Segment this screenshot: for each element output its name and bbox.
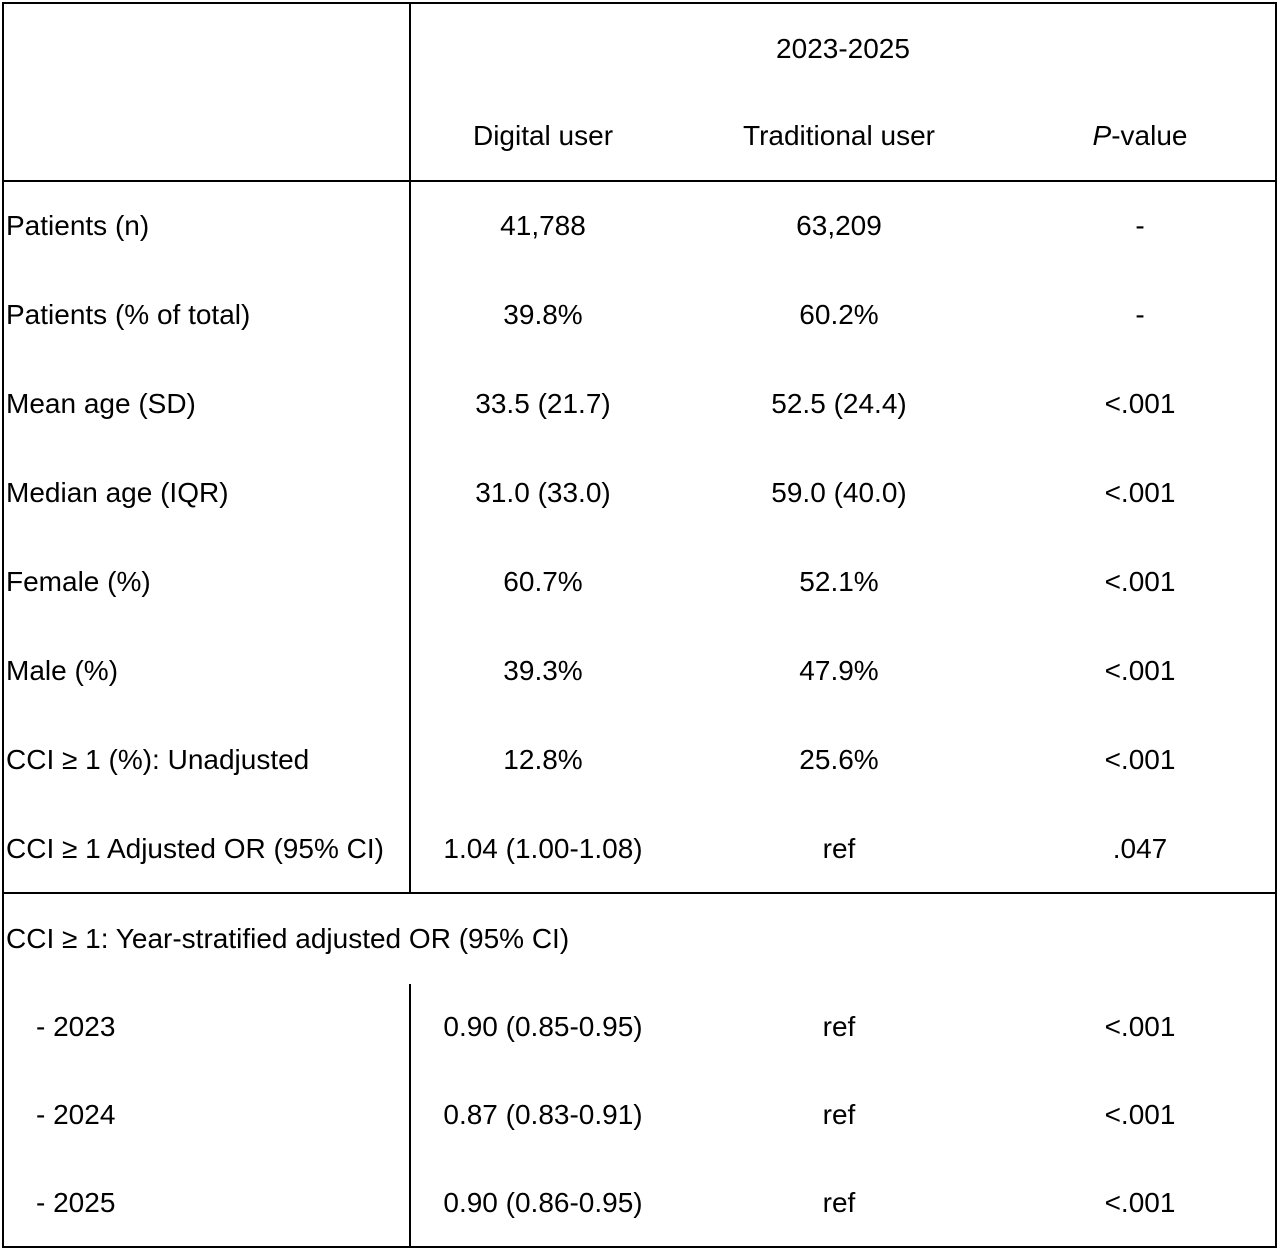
traditional-value: ref xyxy=(822,833,856,864)
period-header: 2023-2025 xyxy=(776,33,910,64)
row-label: Patients (% of total) xyxy=(6,299,251,330)
traditional-value: 25.6% xyxy=(799,744,879,775)
digital-value: 0.90 (0.85-0.95) xyxy=(443,1011,643,1042)
p-value: <.001 xyxy=(1104,744,1176,775)
label-column-divider-top xyxy=(409,4,411,892)
header-divider xyxy=(4,180,1275,182)
traditional-value: 52.1% xyxy=(799,566,879,597)
section-divider xyxy=(4,892,1275,894)
p-value: - xyxy=(1135,299,1145,330)
row-label: Mean age (SD) xyxy=(6,388,196,419)
digital-value: 60.7% xyxy=(503,566,583,597)
p-italic: P xyxy=(1092,120,1112,151)
p-value: <.001 xyxy=(1104,1011,1176,1042)
digital-value: 0.87 (0.83-0.91) xyxy=(443,1099,643,1130)
p-value: - xyxy=(1135,210,1145,241)
row-label: Female (%) xyxy=(6,566,151,597)
column-header-p-value: P-value xyxy=(1093,119,1188,153)
row-label: - 2023 xyxy=(36,1011,116,1042)
row-label: Patients (n) xyxy=(6,210,150,241)
traditional-value: ref xyxy=(822,1011,856,1042)
traditional-value: 47.9% xyxy=(799,655,879,686)
digital-value: 1.04 (1.00-1.08) xyxy=(443,833,643,864)
stratified-section-title: CCI ≥ 1: Year-stratified adjusted OR (95… xyxy=(6,923,570,954)
digital-value: 31.0 (33.0) xyxy=(475,477,611,508)
p-value: .047 xyxy=(1112,833,1168,864)
traditional-value: ref xyxy=(822,1099,856,1130)
p-value: <.001 xyxy=(1104,1099,1176,1130)
digital-value: 39.8% xyxy=(503,299,583,330)
row-label: CCI ≥ 1 Adjusted OR (95% CI) xyxy=(6,833,384,864)
p-value: <.001 xyxy=(1104,388,1176,419)
column-header-digital: Digital user xyxy=(472,120,614,151)
p-value: <.001 xyxy=(1104,566,1176,597)
digital-value: 33.5 (21.7) xyxy=(475,388,611,419)
row-label: Male (%) xyxy=(6,655,119,686)
digital-value: 12.8% xyxy=(503,744,583,775)
row-label: - 2025 xyxy=(36,1187,116,1218)
label-column-divider-bottom xyxy=(409,984,411,1248)
p-suffix: -value xyxy=(1111,120,1188,151)
traditional-value: 52.5 (24.4) xyxy=(771,388,907,419)
traditional-value: 63,209 xyxy=(796,210,882,241)
row-label: CCI ≥ 1 (%): Unadjusted xyxy=(6,744,310,775)
traditional-value: 59.0 (40.0) xyxy=(771,477,907,508)
digital-value: 0.90 (0.86-0.95) xyxy=(443,1187,643,1218)
column-header-traditional: Traditional user xyxy=(743,120,935,151)
digital-value: 39.3% xyxy=(503,655,583,686)
p-value: <.001 xyxy=(1104,655,1176,686)
row-label: Median age (IQR) xyxy=(6,477,229,508)
traditional-value: ref xyxy=(822,1187,856,1218)
digital-value: 41,788 xyxy=(500,210,586,241)
p-value: <.001 xyxy=(1104,477,1176,508)
p-value: <.001 xyxy=(1104,1187,1176,1218)
row-label: - 2024 xyxy=(36,1099,116,1130)
traditional-value: 60.2% xyxy=(799,299,879,330)
